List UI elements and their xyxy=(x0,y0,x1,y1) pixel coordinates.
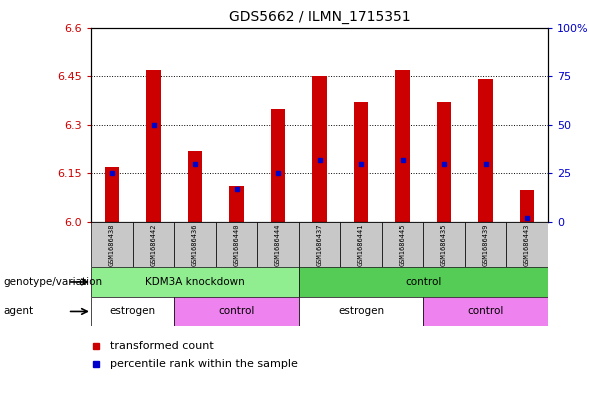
Bar xyxy=(105,167,120,222)
Text: GSM1686436: GSM1686436 xyxy=(192,223,198,266)
Bar xyxy=(478,79,493,222)
Bar xyxy=(174,297,299,326)
Text: GSM1686441: GSM1686441 xyxy=(358,223,364,266)
Text: KDM3A knockdown: KDM3A knockdown xyxy=(145,277,245,287)
Text: GSM1686442: GSM1686442 xyxy=(151,223,157,266)
Text: control: control xyxy=(405,277,442,287)
Bar xyxy=(423,297,548,326)
Bar xyxy=(146,70,161,222)
Bar xyxy=(465,222,507,267)
Bar xyxy=(299,267,548,297)
Text: GSM1686438: GSM1686438 xyxy=(109,223,115,266)
Bar xyxy=(437,102,451,222)
Bar xyxy=(174,222,216,267)
Bar xyxy=(382,222,423,267)
Title: GDS5662 / ILMN_1715351: GDS5662 / ILMN_1715351 xyxy=(229,10,411,24)
Bar xyxy=(91,297,174,326)
Bar xyxy=(216,222,257,267)
Bar xyxy=(423,222,465,267)
Text: GSM1686435: GSM1686435 xyxy=(441,223,447,266)
Bar xyxy=(271,108,285,222)
Bar xyxy=(507,222,548,267)
Text: GSM1686439: GSM1686439 xyxy=(482,223,488,266)
Text: control: control xyxy=(467,307,504,316)
Bar xyxy=(519,190,534,222)
Bar xyxy=(299,222,340,267)
Bar xyxy=(91,267,299,297)
Text: GSM1686437: GSM1686437 xyxy=(316,223,323,266)
Bar xyxy=(188,151,202,222)
Text: GSM1686444: GSM1686444 xyxy=(275,223,281,266)
Text: percentile rank within the sample: percentile rank within the sample xyxy=(110,358,297,369)
Text: estrogen: estrogen xyxy=(338,307,384,316)
Text: genotype/variation: genotype/variation xyxy=(3,277,102,287)
Bar xyxy=(257,222,299,267)
Text: control: control xyxy=(219,307,254,316)
Bar xyxy=(395,70,410,222)
Bar xyxy=(299,297,423,326)
Bar xyxy=(229,186,244,222)
Text: agent: agent xyxy=(3,307,33,316)
Bar xyxy=(91,222,133,267)
Bar xyxy=(340,222,382,267)
Text: GSM1686443: GSM1686443 xyxy=(524,223,530,266)
Bar xyxy=(312,76,327,222)
Bar xyxy=(354,102,368,222)
Text: GSM1686440: GSM1686440 xyxy=(233,223,240,266)
Text: estrogen: estrogen xyxy=(110,307,156,316)
Text: transformed count: transformed count xyxy=(110,341,213,351)
Bar xyxy=(133,222,174,267)
Text: GSM1686445: GSM1686445 xyxy=(399,223,406,266)
